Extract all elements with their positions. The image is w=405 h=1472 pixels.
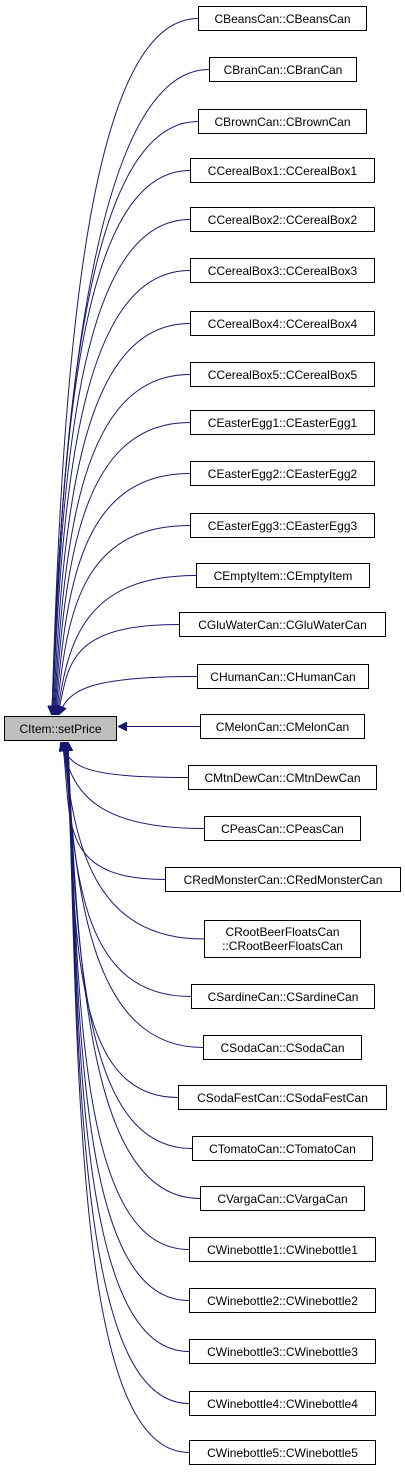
call-edge-1 xyxy=(52,18,199,715)
call-edge-3 xyxy=(52,121,199,715)
caller-node-15[interactable]: CMelonCan::CMelonCan xyxy=(200,714,365,739)
caller-node-label-line2: ::CRootBeerFloatsCan xyxy=(222,939,343,953)
caller-node-2[interactable]: CBranCan::CBranCan xyxy=(209,57,357,82)
root-node-citem-setprice: CItem::setPrice xyxy=(4,716,117,741)
caller-node-24[interactable]: CVargaCan::CVargaCan xyxy=(200,1186,365,1211)
caller-node-label: CHumanCan::CHumanCan xyxy=(210,669,356,684)
caller-node-label: CSodaFestCan::CSodaFestCan xyxy=(197,1090,368,1105)
caller-node-label: CGluWaterCan::CGluWaterCan xyxy=(198,617,367,632)
caller-node-label: CSardineCan::CSardineCan xyxy=(207,989,359,1004)
caller-node-26[interactable]: CWinebottle2::CWinebottle2 xyxy=(189,1288,376,1313)
caller-node-label: CCerealBox2::CCerealBox2 xyxy=(207,212,358,227)
call-edge-24 xyxy=(68,743,201,1199)
caller-node-label: CWinebottle1::CWinebottle1 xyxy=(207,1242,358,1257)
caller-node-25[interactable]: CWinebottle1::CWinebottle1 xyxy=(189,1237,376,1262)
caller-node-label: CCerealBox5::CCerealBox5 xyxy=(207,367,358,382)
caller-node-13[interactable]: CGluWaterCan::CGluWaterCan xyxy=(179,612,386,637)
caller-node-label: CEmptyItem::CEmptyItem xyxy=(213,568,353,583)
call-edge-5 xyxy=(52,219,191,715)
call-edge-7 xyxy=(53,323,191,715)
caller-node-label: CCerealBox1::CCerealBox1 xyxy=(207,163,358,178)
caller-node-27[interactable]: CWinebottle3::CWinebottle3 xyxy=(189,1339,376,1364)
call-edge-16 xyxy=(61,743,189,778)
caller-node-3[interactable]: CBrownCan::CBrownCan xyxy=(198,109,367,134)
call-edge-28 xyxy=(68,743,190,1404)
caller-node-5[interactable]: CCerealBox2::CCerealBox2 xyxy=(190,207,375,232)
call-edge-26 xyxy=(68,743,190,1301)
call-edge-21 xyxy=(65,743,204,1048)
caller-node-label: CVargaCan::CVargaCan xyxy=(217,1191,348,1206)
caller-node-12[interactable]: CEmptyItem::CEmptyItem xyxy=(196,563,370,588)
caller-node-label: CMtnDewCan::CMtnDewCan xyxy=(204,770,361,785)
caller-node-label: CEasterEgg3::CEasterEgg3 xyxy=(207,518,358,533)
call-edge-8 xyxy=(54,374,191,715)
caller-node-17[interactable]: CPeasCan::CPeasCan xyxy=(204,816,361,841)
caller-node-label: CWinebottle3::CWinebottle3 xyxy=(207,1344,358,1359)
caller-node-label: CTomatoCan::CTomatoCan xyxy=(209,1141,356,1156)
caller-node-11[interactable]: CEasterEgg3::CEasterEgg3 xyxy=(190,513,375,538)
call-edge-18 xyxy=(63,743,166,880)
caller-node-8[interactable]: CCerealBox5::CCerealBox5 xyxy=(190,362,375,387)
caller-node-23[interactable]: CTomatoCan::CTomatoCan xyxy=(192,1136,373,1161)
caller-node-29[interactable]: CWinebottle5::CWinebottle5 xyxy=(189,1440,376,1465)
caller-node-label: CBeansCan::CBeansCan xyxy=(214,11,351,26)
caller-node-label: CWinebottle4::CWinebottle4 xyxy=(207,1396,358,1411)
call-edge-13 xyxy=(58,624,180,715)
call-edge-9 xyxy=(55,422,191,715)
caller-node-label: CSodaCan::CSodaCan xyxy=(220,1040,345,1055)
caller-node-14[interactable]: CHumanCan::CHumanCan xyxy=(197,664,369,689)
call-edge-17 xyxy=(62,743,205,829)
caller-node-label: CRootBeerFloatsCan xyxy=(225,925,340,939)
call-edge-10 xyxy=(56,473,191,715)
caller-node-label: CCerealBox4::CCerealBox4 xyxy=(207,316,358,331)
caller-node-label: CPeasCan::CPeasCan xyxy=(221,821,344,836)
caller-node-4[interactable]: CCerealBox1::CCerealBox1 xyxy=(190,158,375,183)
caller-node-9[interactable]: CEasterEgg1::CEasterEgg1 xyxy=(190,410,375,435)
caller-node-label: CRedMonsterCan::CRedMonsterCan xyxy=(183,872,383,887)
call-edge-6 xyxy=(52,270,191,715)
root-node-label: CItem::setPrice xyxy=(19,721,102,736)
caller-node-21[interactable]: CSodaCan::CSodaCan xyxy=(203,1035,362,1060)
caller-node-label: CCerealBox3::CCerealBox3 xyxy=(207,263,358,278)
call-edge-4 xyxy=(52,170,191,715)
caller-node-7[interactable]: CCerealBox4::CCerealBox4 xyxy=(190,311,375,336)
caller-node-label: CEasterEgg1::CEasterEgg1 xyxy=(207,415,358,430)
caller-node-20[interactable]: CSardineCan::CSardineCan xyxy=(191,984,375,1009)
caller-node-label: CEasterEgg2::CEasterEgg2 xyxy=(207,466,358,481)
caller-node-10[interactable]: CEasterEgg2::CEasterEgg2 xyxy=(190,461,375,486)
caller-node-label: CMelonCan::CMelonCan xyxy=(215,719,350,734)
caller-node-1[interactable]: CBeansCan::CBeansCan xyxy=(198,6,367,31)
call-edge-12 xyxy=(57,575,197,715)
caller-node-label: CBrownCan::CBrownCan xyxy=(214,114,351,129)
call-edge-14 xyxy=(59,676,198,715)
caller-node-18[interactable]: CRedMonsterCan::CRedMonsterCan xyxy=(165,867,401,892)
caller-node-label: CWinebottle2::CWinebottle2 xyxy=(207,1293,358,1308)
caller-node-label: CBranCan::CBranCan xyxy=(223,62,343,77)
caller-node-19[interactable]: CRootBeerFloatsCan::CRootBeerFloatsCan xyxy=(204,920,361,958)
call-edge-29 xyxy=(68,743,190,1453)
caller-node-label: CWinebottle5::CWinebottle5 xyxy=(207,1445,358,1460)
caller-node-6[interactable]: CCerealBox3::CCerealBox3 xyxy=(190,258,375,283)
call-edge-22 xyxy=(66,743,179,1098)
caller-node-28[interactable]: CWinebottle4::CWinebottle4 xyxy=(189,1391,376,1416)
call-edge-11 xyxy=(57,525,191,715)
caller-node-22[interactable]: CSodaFestCan::CSodaFestCan xyxy=(178,1085,387,1110)
caller-node-16[interactable]: CMtnDewCan::CMtnDewCan xyxy=(188,765,377,790)
